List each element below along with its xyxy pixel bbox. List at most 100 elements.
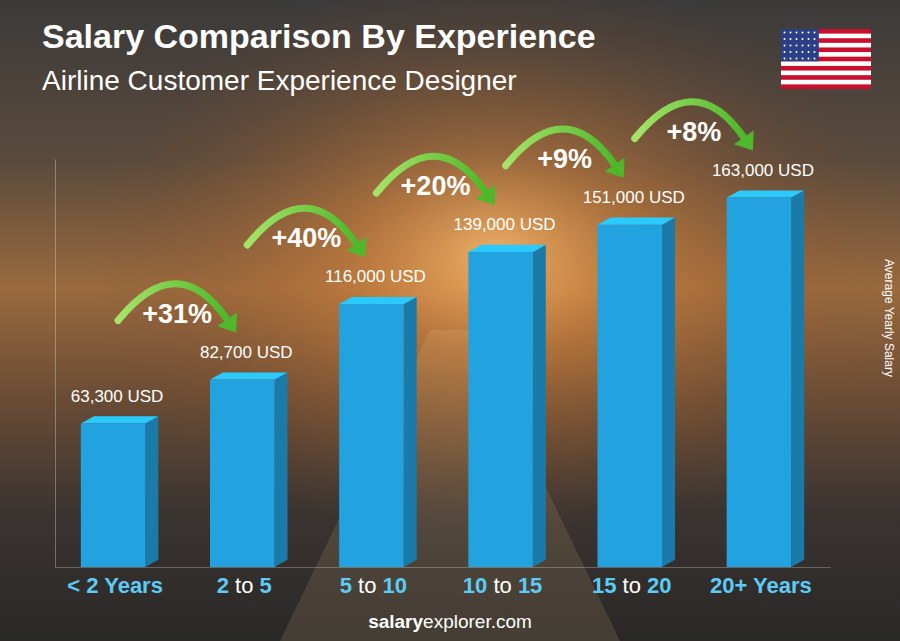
x-tick: < 2 Years bbox=[67, 567, 163, 598]
bar-group bbox=[210, 372, 288, 567]
flag-star bbox=[814, 45, 816, 47]
x-tick-label-part: 20 bbox=[647, 573, 671, 598]
source: salaryexplorer.com bbox=[368, 611, 532, 632]
x-tick: 15 to 20 bbox=[592, 567, 672, 598]
x-tick-label-part: to bbox=[493, 573, 511, 598]
bar-group bbox=[339, 297, 417, 567]
growth-arrow-head bbox=[605, 158, 625, 178]
flag-star bbox=[790, 32, 792, 34]
growth-label: +40% bbox=[271, 223, 341, 253]
flag-star bbox=[808, 38, 810, 40]
flag-star bbox=[796, 58, 798, 60]
flag-star bbox=[796, 45, 798, 47]
plot-area bbox=[81, 190, 804, 567]
bar bbox=[339, 304, 404, 567]
x-axis: < 2 Years2 to 55 to 1010 to 1515 to 2020… bbox=[56, 567, 831, 598]
flag-field bbox=[781, 29, 871, 89]
x-tick: 2 to 5 bbox=[217, 567, 272, 598]
flag-star bbox=[808, 45, 810, 47]
data-label: 151,000 USD bbox=[583, 188, 685, 207]
bar bbox=[727, 198, 792, 567]
flag-star bbox=[796, 51, 798, 53]
data-label: 82,700 USD bbox=[200, 343, 293, 362]
x-tick-label-part: to bbox=[235, 573, 253, 598]
title: Salary Comparison By Experience bbox=[42, 17, 596, 55]
growth-label: +31% bbox=[142, 299, 212, 329]
data-label: 139,000 USD bbox=[454, 215, 556, 234]
bar-top bbox=[210, 372, 288, 379]
flag-star bbox=[790, 51, 792, 53]
flag-star bbox=[802, 38, 804, 40]
bar-side bbox=[662, 218, 675, 567]
flag-stripe bbox=[781, 66, 871, 71]
x-tick-label-part: to bbox=[358, 573, 376, 598]
flag-star bbox=[784, 51, 786, 53]
flag-star bbox=[802, 45, 804, 47]
growth-arrow-head bbox=[476, 185, 496, 205]
bar-top bbox=[598, 218, 676, 225]
x-tick: 20+ Years bbox=[710, 567, 812, 598]
flag-star bbox=[790, 45, 792, 47]
x-tick-label: 20+ Years bbox=[710, 573, 812, 598]
growth-label: +9% bbox=[537, 144, 592, 174]
flag-stripe bbox=[781, 75, 871, 80]
flag-star bbox=[814, 58, 816, 60]
data-label: 63,300 USD bbox=[71, 387, 164, 406]
x-tick-label-part: 5 bbox=[260, 573, 272, 598]
bar-side bbox=[533, 245, 546, 567]
x-tick: 5 to 10 bbox=[340, 567, 407, 598]
x-tick-label-part: Years bbox=[104, 573, 163, 598]
growth-arrow-head bbox=[346, 237, 366, 257]
bar-side bbox=[791, 190, 804, 567]
growth-label: +8% bbox=[666, 117, 721, 147]
flag-stripe bbox=[781, 84, 871, 89]
background-glow bbox=[0, 0, 900, 641]
flag-star bbox=[796, 32, 798, 34]
flag-star bbox=[814, 38, 816, 40]
x-tick: 10 to 15 bbox=[463, 567, 543, 598]
bar-group bbox=[727, 190, 805, 567]
flag bbox=[781, 29, 871, 89]
growth-arrow-head bbox=[217, 313, 237, 333]
bar-side bbox=[404, 297, 417, 567]
bar bbox=[468, 252, 533, 567]
x-tick-label-part: to bbox=[623, 573, 641, 598]
x-tick-label-part: 2 bbox=[217, 573, 229, 598]
bar-top bbox=[468, 245, 545, 252]
bar bbox=[81, 424, 146, 567]
subtitle: Airline Customer Experience Designer bbox=[42, 65, 517, 96]
bar bbox=[598, 225, 663, 567]
flag-star bbox=[808, 51, 810, 53]
bar-top bbox=[81, 416, 158, 423]
flag-star bbox=[796, 38, 798, 40]
x-tick-label-part: < bbox=[67, 573, 80, 598]
flag-star bbox=[802, 58, 804, 60]
background bbox=[0, 0, 900, 641]
x-tick-label: 5 to 10 bbox=[340, 573, 407, 598]
x-tick-label-part: Years bbox=[753, 573, 812, 598]
source-part: explorer.com bbox=[423, 611, 532, 632]
flag-star bbox=[802, 32, 804, 34]
growth-label: +20% bbox=[401, 171, 471, 201]
x-tick-label-part: 10 bbox=[463, 573, 487, 598]
flag-star bbox=[784, 58, 786, 60]
x-tick-label-part: 15 bbox=[592, 573, 616, 598]
flag-star bbox=[784, 38, 786, 40]
y-axis bbox=[55, 160, 56, 568]
chart: 63,300 USD82,700 USD116,000 USD139,000 U… bbox=[0, 0, 900, 641]
x-tick-label-part: 2 bbox=[86, 573, 98, 598]
flag-star bbox=[814, 51, 816, 53]
bar-side bbox=[275, 372, 288, 567]
bar bbox=[210, 380, 275, 567]
bar-top bbox=[339, 297, 417, 304]
flag-star bbox=[790, 58, 792, 60]
flag-star bbox=[784, 32, 786, 34]
y-axis-line bbox=[55, 160, 56, 568]
x-tick-label-part: 5 bbox=[340, 573, 352, 598]
flag-star bbox=[814, 32, 816, 34]
x-tick-label: < 2 Years bbox=[67, 573, 163, 598]
flag-star bbox=[790, 38, 792, 40]
flag-star bbox=[784, 45, 786, 47]
data-label: 163,000 USD bbox=[712, 161, 814, 180]
x-tick-label: 2 to 5 bbox=[217, 573, 272, 598]
